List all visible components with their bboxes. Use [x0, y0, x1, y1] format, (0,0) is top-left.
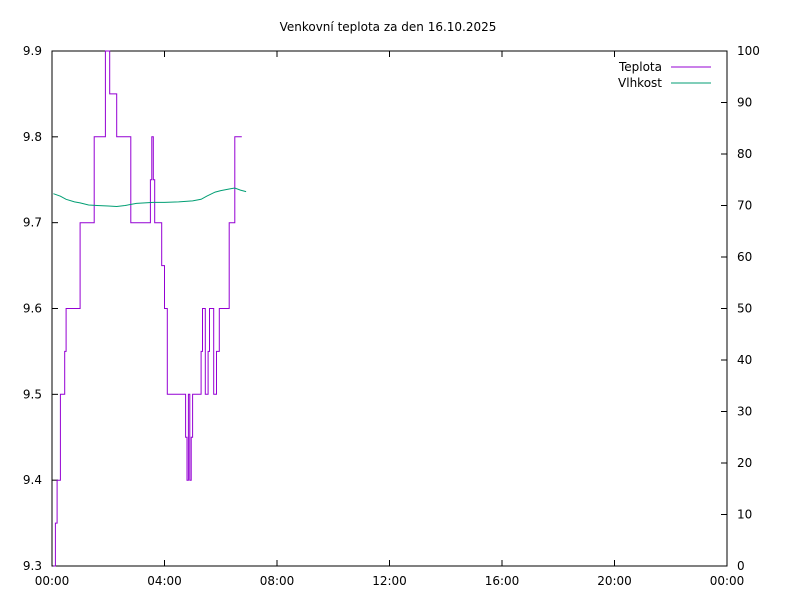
y-right-tick-label: 50 — [737, 302, 752, 316]
x-tick-label: 12:00 — [372, 574, 407, 588]
y-left-tick-label: 9.3 — [23, 559, 42, 573]
y-left-tick-label: 9.8 — [23, 130, 42, 144]
x-tick-label: 20:00 — [597, 574, 632, 588]
legend-label: Vlhkost — [618, 76, 662, 90]
y-left-tick-label: 9.6 — [23, 302, 42, 316]
y-left-tick-label: 9.4 — [23, 473, 42, 487]
y-right-tick-label: 100 — [737, 44, 760, 58]
y-right-tick-label: 30 — [737, 405, 752, 419]
chart-title: Venkovní teplota za den 16.10.2025 — [280, 20, 497, 34]
x-tick-label: 08:00 — [260, 574, 295, 588]
y-right-tick-label: 90 — [737, 96, 752, 110]
y-right-tick-label: 20 — [737, 456, 752, 470]
series-line-vlhkost — [53, 187, 247, 208]
series-line-teplota — [53, 50, 242, 567]
y-right-tick-label: 10 — [737, 508, 752, 522]
x-tick-label: 16:00 — [485, 574, 520, 588]
y-left-tick-label: 9.7 — [23, 216, 42, 230]
x-tick-label: 00:00 — [35, 574, 70, 588]
plot-area-border — [51, 50, 728, 567]
axis-ticks: 00:00 04:00 08:00 12:00 16:00 20:00 00:009.39.… — [23, 44, 760, 588]
y-left-tick-label: 9.5 — [23, 387, 42, 401]
y-right-tick-label: 80 — [737, 147, 752, 161]
x-tick-label: 04:00 — [147, 574, 182, 588]
y-right-tick-label: 60 — [737, 250, 752, 264]
legend-label: Teplota — [618, 60, 662, 74]
y-right-tick-label: 0 — [737, 559, 745, 573]
legend: Teplota Vlhkost — [618, 60, 711, 90]
y-right-tick-label: 40 — [737, 353, 752, 367]
y-left-tick-label: 9.9 — [23, 44, 42, 58]
y-right-tick-label: 70 — [737, 199, 752, 213]
x-tick-label: 00:00 — [710, 574, 745, 588]
series-group — [53, 50, 247, 567]
